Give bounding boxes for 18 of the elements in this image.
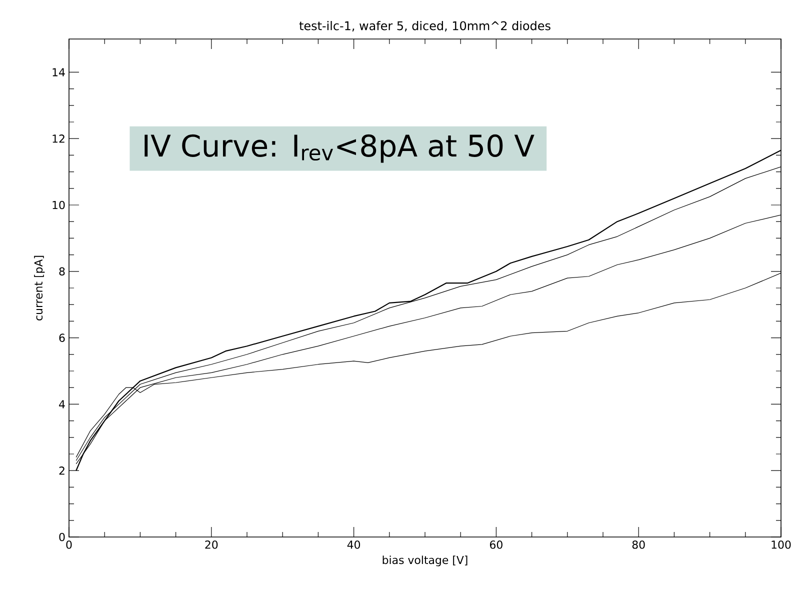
annotation: IV Curve: I$_{rev}$<8pA at 50 V <box>144 134 534 163</box>
y-tick-label: 12 <box>52 134 64 143</box>
y-tick-label: 6 <box>59 334 65 342</box>
chart-title: test-ilc-1, wafer 5, diced, 10mm^2 diodes <box>299 21 550 32</box>
x-tick-label: 100 <box>772 540 791 549</box>
y-tick-label: 14 <box>52 68 65 76</box>
x-axis-title: bias voltage [V] <box>382 556 468 566</box>
y-tick-label: 10 <box>52 200 65 210</box>
x-tick-label: 80 <box>632 540 645 549</box>
y-axis-title: current [pA] <box>34 256 45 320</box>
y-tick-label: 0 <box>59 532 65 542</box>
x-tick-label: 20 <box>205 540 218 549</box>
x-tick-label: 60 <box>490 540 502 549</box>
y-tick-label: 4 <box>59 400 65 408</box>
y-tick-label: 2 <box>59 466 64 475</box>
x-tick-label: 40 <box>347 540 360 549</box>
x-tick-label: 0 <box>66 540 72 549</box>
y-tick-label: 8 <box>59 267 65 276</box>
